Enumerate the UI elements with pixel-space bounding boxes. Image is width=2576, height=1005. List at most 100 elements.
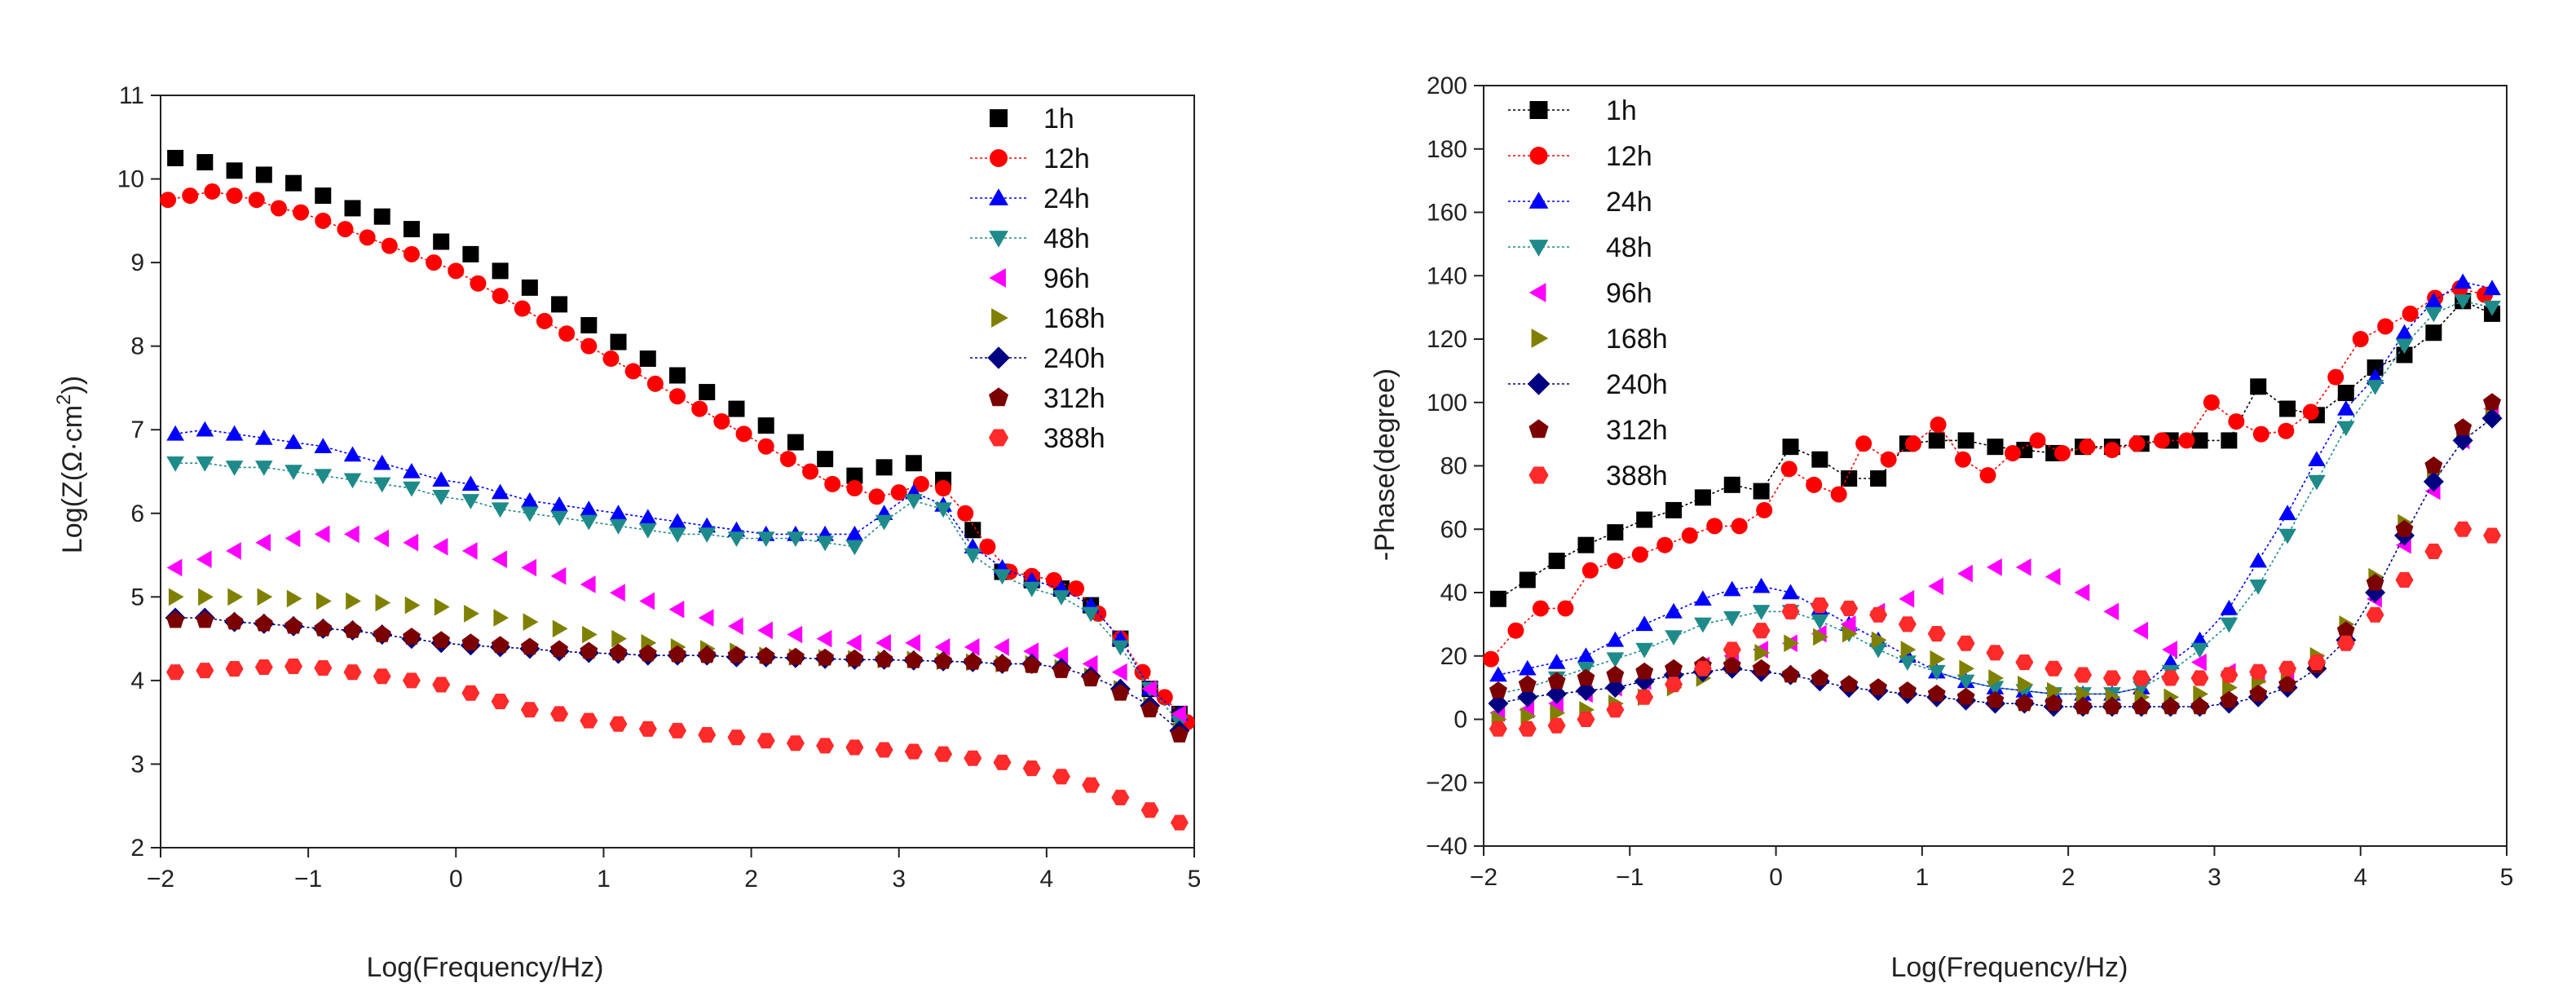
x-tick-label: 4	[2353, 864, 2367, 891]
series-1h-point	[315, 187, 332, 205]
series-168h-point	[611, 629, 627, 648]
legend-marker-240h-point	[987, 346, 1010, 369]
series-388h-point	[314, 660, 333, 676]
series-388h-point	[1665, 677, 1683, 693]
x-tick-label: 3	[892, 866, 906, 893]
legend-label: 1h	[1043, 104, 1074, 134]
series-96h-point	[639, 592, 655, 610]
legend-item-48h: 48h	[970, 223, 1090, 254]
y-tick-label: 4	[130, 668, 144, 694]
series-312h-point	[2483, 393, 2501, 411]
legend-label: 48h	[1043, 223, 1090, 254]
series-312h-point	[461, 633, 480, 650]
series-388h-point	[2366, 606, 2384, 623]
series-48h-point	[993, 569, 1012, 585]
legend-item-240h: 240h	[1508, 369, 1668, 400]
series-12h-point	[2278, 422, 2295, 439]
series-388h-point	[1752, 623, 1771, 639]
series-12h-point	[1955, 451, 1972, 468]
x-tick-label: 0	[1769, 864, 1783, 891]
series-12h-point	[1134, 663, 1151, 681]
series-48h-point	[905, 494, 923, 509]
series-388h-point	[2395, 571, 2414, 588]
series-388h-point	[2220, 667, 2239, 683]
series-168h-point	[2018, 675, 2033, 694]
series-96h-point	[2103, 602, 2119, 621]
series-12h-point	[2178, 432, 2195, 449]
y-tick-label: 100	[1427, 390, 1467, 417]
legend-marker-48h-point	[1528, 240, 1549, 257]
series-24h-point	[2424, 292, 2443, 308]
series-48h-point	[255, 461, 273, 476]
series-12h-point	[182, 187, 199, 205]
series-12h-point	[1806, 476, 1823, 493]
series-312h-point	[1518, 675, 1537, 692]
series-1h-point	[2250, 378, 2267, 395]
series-96h-point	[373, 529, 389, 548]
series-48h-point	[2483, 300, 2501, 316]
series-388h-point	[1986, 645, 2005, 661]
series-24h-point	[2308, 451, 2326, 466]
legend-marker-1h-point	[990, 109, 1008, 127]
series-line-24h	[1498, 281, 2493, 695]
series-312h-point	[254, 614, 273, 632]
series-48h-point	[2308, 474, 2326, 491]
series-96h-point	[403, 533, 419, 552]
series-312h-point	[1140, 700, 1159, 718]
series-312h-point	[314, 619, 333, 637]
series-12h-point	[558, 325, 576, 342]
series-12h-point	[646, 375, 664, 392]
series-48h-point	[2366, 380, 2384, 395]
series-312h-point	[1752, 659, 1771, 677]
series-48h-point	[1022, 581, 1041, 597]
x-tick-label: 5	[1188, 866, 1202, 893]
series-312h-point	[934, 651, 952, 669]
legend-label: 388h	[1043, 423, 1105, 454]
series-1h-point	[226, 162, 243, 179]
y-axis-label: Log(Z(Ω·cm2))	[53, 376, 88, 553]
series-24h-point	[1723, 580, 1741, 597]
series-388h-point	[1927, 626, 1946, 642]
series-48h-point	[432, 490, 450, 505]
legend-marker-12h-point	[1529, 147, 1548, 165]
series-312h-point	[2454, 418, 2472, 436]
series-1h-point	[167, 149, 184, 166]
series-48h-point	[1665, 630, 1683, 646]
series-96h-point	[668, 600, 685, 619]
series-1h-point	[403, 221, 420, 238]
series-12h-point	[514, 300, 531, 317]
series-388h-point	[2074, 667, 2093, 683]
series-168h-point	[493, 609, 509, 627]
series-96h-point	[2044, 567, 2061, 586]
series-96h-point	[1141, 680, 1157, 698]
series-24h-point	[1635, 615, 1653, 632]
series-24h-point	[314, 438, 333, 453]
series-24h-point	[196, 421, 214, 437]
series-312h-point	[1170, 725, 1189, 743]
series-96h-point	[994, 638, 1009, 656]
series-48h-point	[2190, 642, 2209, 659]
legend-label: 312h	[1043, 383, 1105, 414]
series-96h-point	[845, 633, 862, 652]
series-1h-point	[787, 434, 804, 451]
series-12h-point	[2352, 331, 2369, 347]
series-12h-point	[2053, 444, 2071, 461]
series-312h-point	[638, 644, 657, 662]
series-12h-point	[204, 183, 221, 200]
series-1h-point	[1636, 511, 1653, 528]
series-312h	[166, 610, 1189, 743]
series-12h-point	[2153, 432, 2170, 449]
series-312h-point	[1635, 662, 1654, 680]
series-96h-point	[698, 609, 714, 627]
series-388h-point	[816, 738, 835, 754]
series-48h-point	[934, 502, 952, 518]
series-12h-point	[359, 229, 376, 246]
legend-marker-1h-point	[1529, 101, 1548, 119]
series-388h-point	[1140, 802, 1159, 818]
series-24h-point	[1781, 584, 1800, 600]
series-48h-point	[1052, 590, 1070, 606]
series-168h-point	[1784, 634, 1799, 652]
series-12h-point	[1930, 416, 1947, 433]
series-312h-point	[1665, 659, 1683, 677]
series-388h-point	[1956, 635, 1975, 651]
